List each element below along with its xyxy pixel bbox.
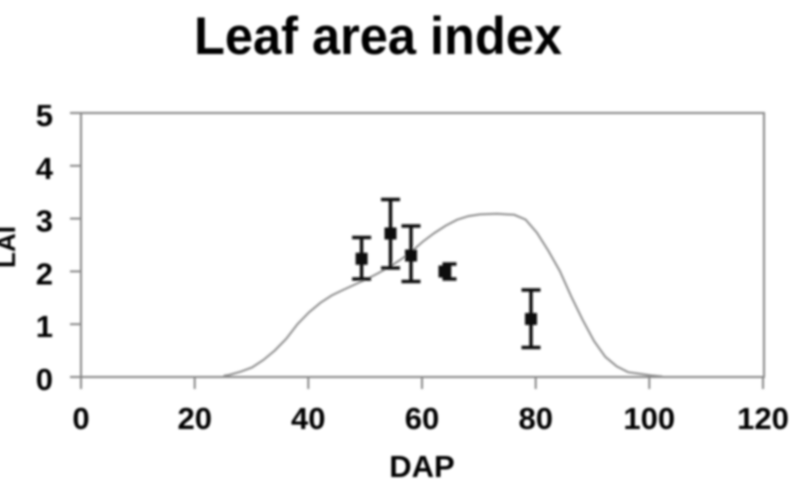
svg-text:DAP: DAP [389, 449, 454, 484]
svg-text:LAI: LAI [0, 226, 21, 268]
svg-text:3: 3 [36, 204, 53, 239]
svg-text:4: 4 [36, 151, 54, 186]
svg-text:100: 100 [623, 401, 675, 436]
svg-text:40: 40 [291, 401, 325, 436]
svg-text:60: 60 [405, 401, 439, 436]
svg-text:5: 5 [36, 98, 53, 133]
svg-text:80: 80 [518, 401, 552, 436]
svg-text:Leaf area index: Leaf area index [194, 7, 562, 66]
svg-text:120: 120 [737, 401, 789, 436]
svg-text:1: 1 [36, 309, 53, 344]
svg-text:20: 20 [177, 401, 211, 436]
svg-text:0: 0 [36, 362, 53, 397]
svg-text:2: 2 [36, 256, 53, 291]
svg-text:0: 0 [72, 401, 89, 436]
